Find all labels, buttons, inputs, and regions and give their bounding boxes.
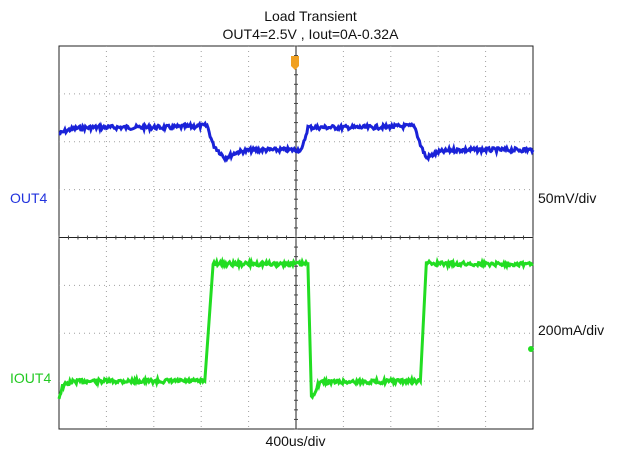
iout4-trace — [57, 256, 534, 400]
out4-scale-label: 50mV/div — [538, 190, 597, 206]
iout4-channel-label: IOUT4 — [10, 370, 52, 386]
chart-subtitle: OUT4=2.5V , Iout=0A-0.32A — [222, 26, 399, 42]
chart-title: Load Transient — [264, 8, 357, 24]
timebase-label: 400us/div — [265, 433, 326, 449]
ch2-offset-marker — [528, 346, 534, 352]
out4-channel-label: OUT4 — [10, 190, 48, 206]
iout4-scale-label: 200mA/div — [538, 322, 605, 338]
graticule — [58, 45, 534, 430]
trigger-marker — [291, 56, 299, 70]
out4-trace — [58, 120, 535, 164]
